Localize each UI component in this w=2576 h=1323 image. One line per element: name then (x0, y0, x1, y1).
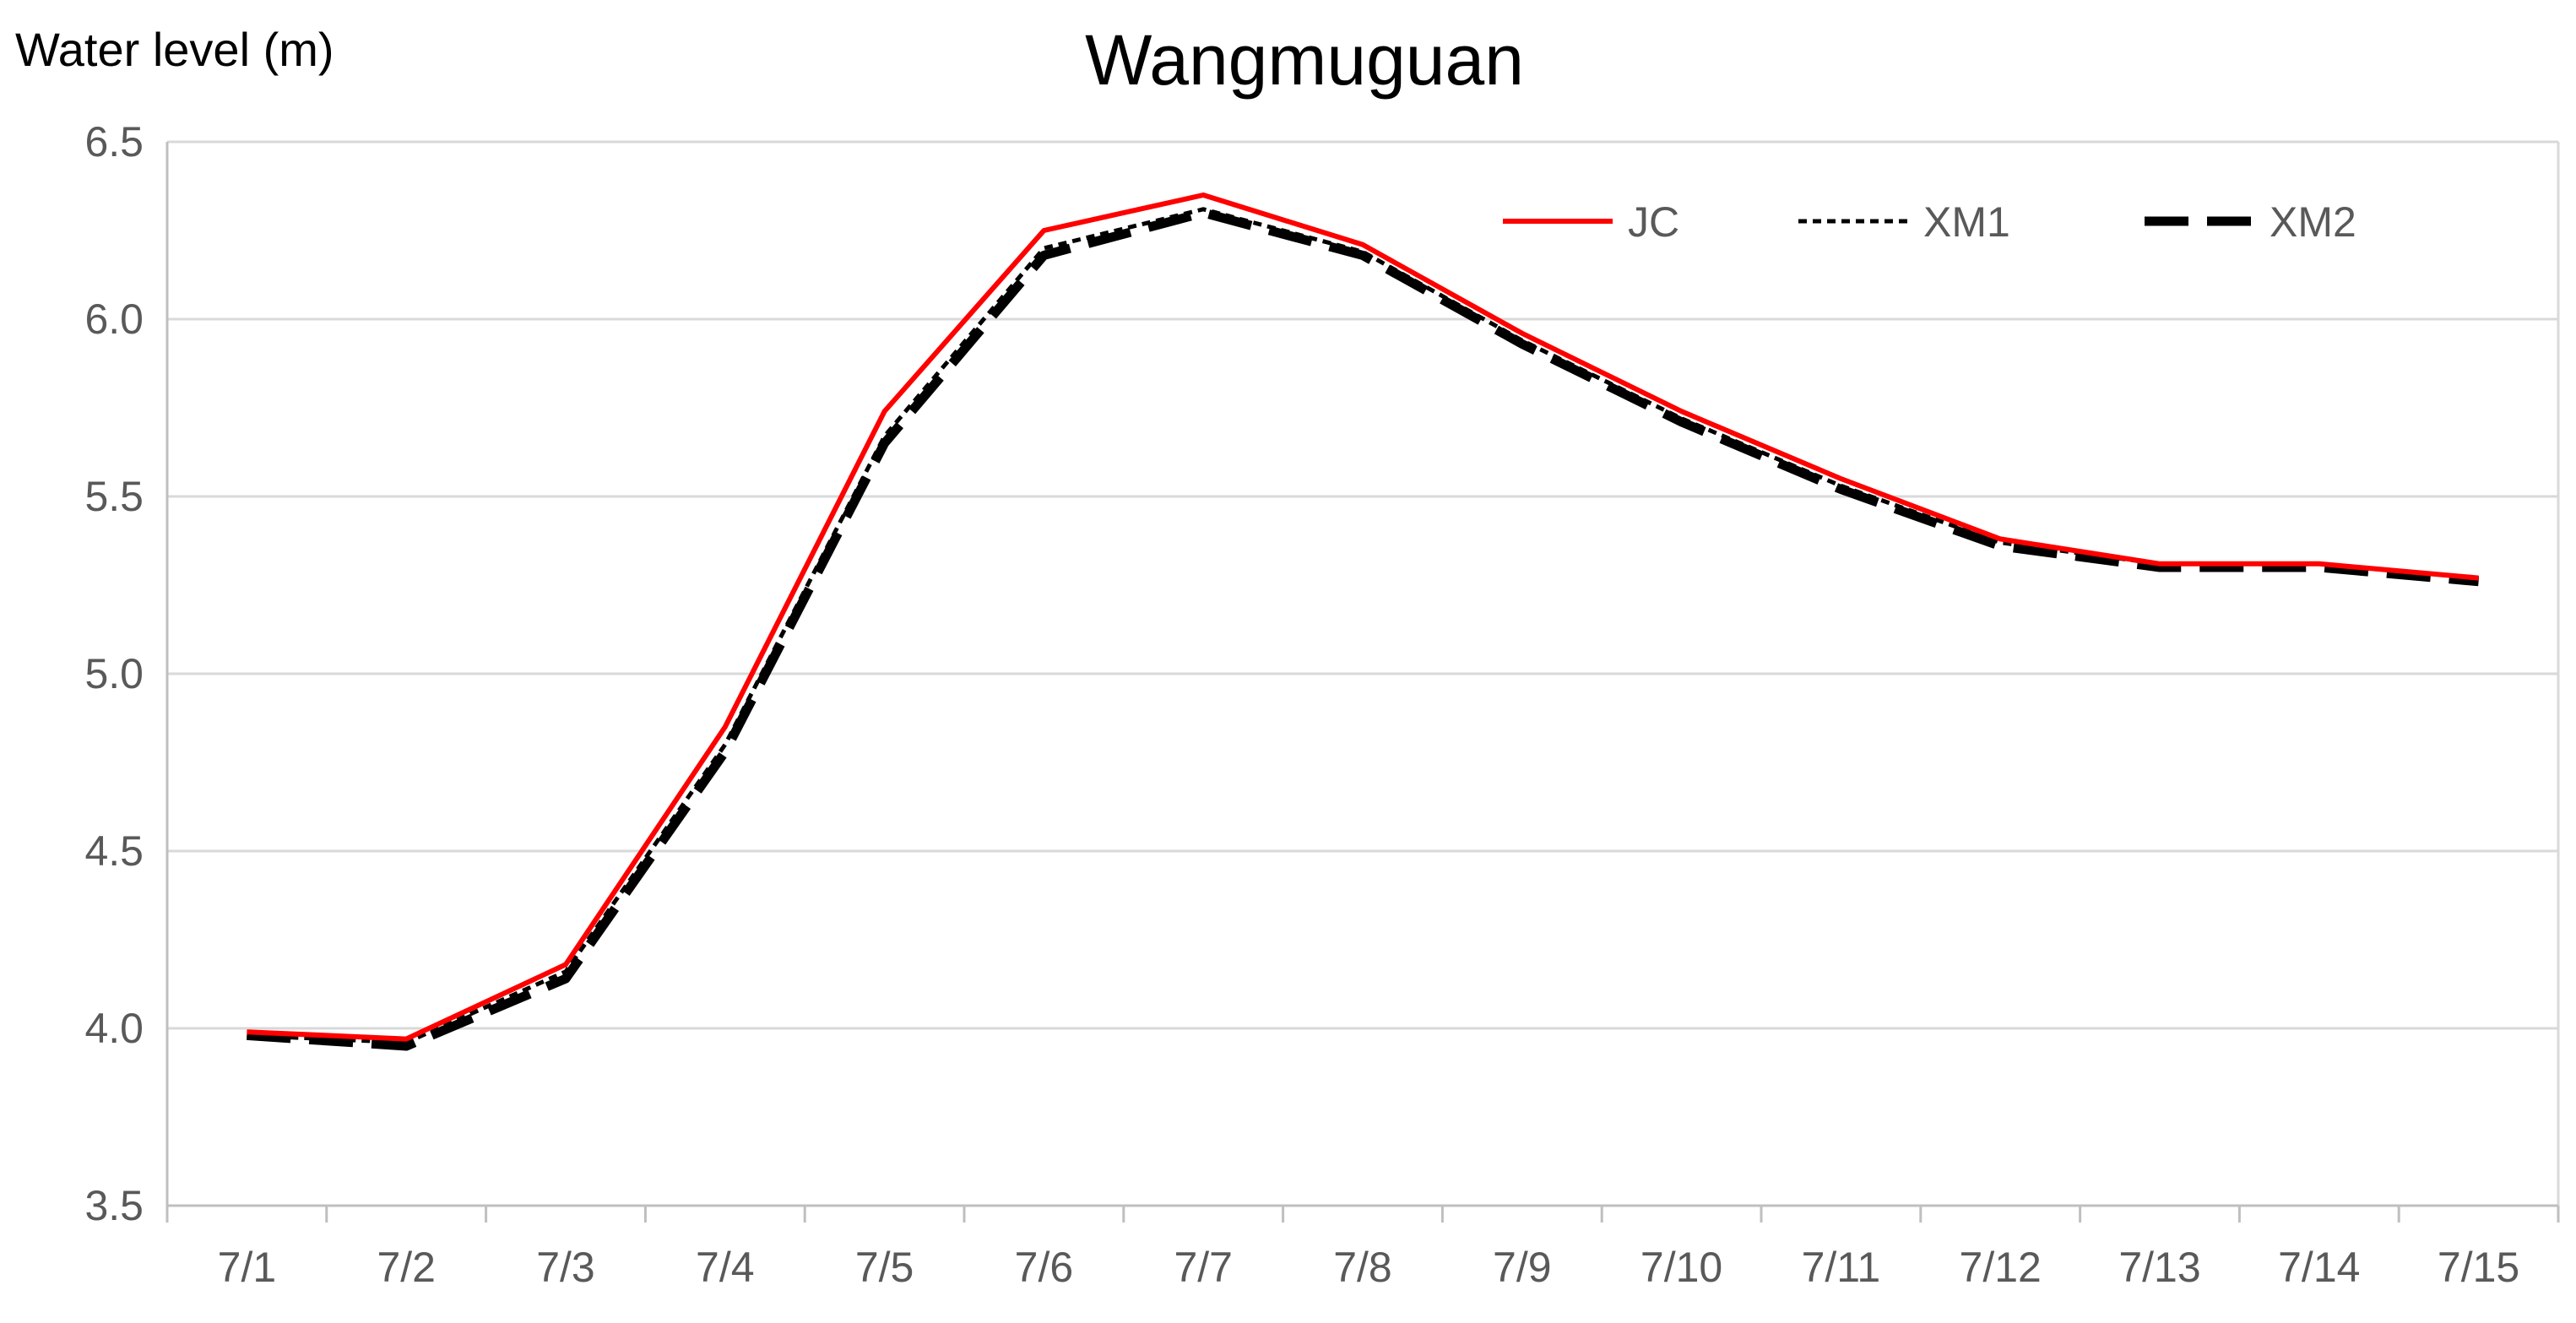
x-tick-labels: 7/1 7/2 7/3 7/4 7/5 7/6 7/7 7/8 7/9 7/10 7/11 7/12 7… (218, 1244, 2520, 1291)
legend-label-xm1: XM1 (1923, 198, 2010, 246)
axes (165, 142, 2560, 1223)
x-tick-label: 7/2 (377, 1244, 436, 1291)
gridlines (167, 140, 2558, 1030)
x-tick-label: 7/13 (2118, 1244, 2200, 1291)
series-line-jc (247, 192, 2479, 1042)
series-line-xm2 (247, 208, 2480, 1051)
y-axis-label: Water level (m) (15, 23, 334, 76)
x-tick-label: 7/4 (696, 1244, 755, 1291)
y-tick-label: 4.0 (84, 1005, 144, 1052)
legend: JC XM1 XM2 (1503, 198, 2356, 246)
y-tick-label: 6.5 (84, 118, 144, 165)
y-tick-label: 6.0 (84, 296, 144, 343)
x-tick-label: 7/9 (1493, 1244, 1552, 1291)
x-tick-label: 7/12 (1960, 1244, 2042, 1291)
x-tick-label: 7/15 (2438, 1244, 2519, 1291)
x-tick-label: 7/14 (2278, 1244, 2360, 1291)
legend-label-jc: JC (1628, 198, 1679, 246)
y-tick-label: 5.5 (84, 473, 144, 520)
series-line-xm1 (247, 207, 2479, 1045)
x-tick-label: 7/8 (1333, 1244, 1392, 1291)
y-tick-labels: 3.5 4.0 4.5 5.0 5.5 6.0 6.5 (84, 118, 144, 1229)
series-lines (247, 192, 2480, 1051)
x-tick-label: 7/11 (1802, 1244, 1881, 1291)
x-tick-label: 7/10 (1641, 1244, 1722, 1291)
x-tick-label: 7/5 (855, 1244, 914, 1291)
y-tick-label: 3.5 (84, 1182, 144, 1229)
x-tick-label: 7/6 (1015, 1244, 1074, 1291)
x-tick-label: 7/7 (1174, 1244, 1233, 1291)
y-tick-label: 4.5 (84, 827, 144, 875)
x-tick-label: 7/1 (218, 1244, 277, 1291)
y-tick-label: 5.0 (84, 650, 144, 697)
x-tick-label: 7/3 (536, 1244, 595, 1291)
legend-label-xm2: XM2 (2270, 198, 2356, 246)
chart-title: Wangmuguan (1085, 20, 1524, 100)
